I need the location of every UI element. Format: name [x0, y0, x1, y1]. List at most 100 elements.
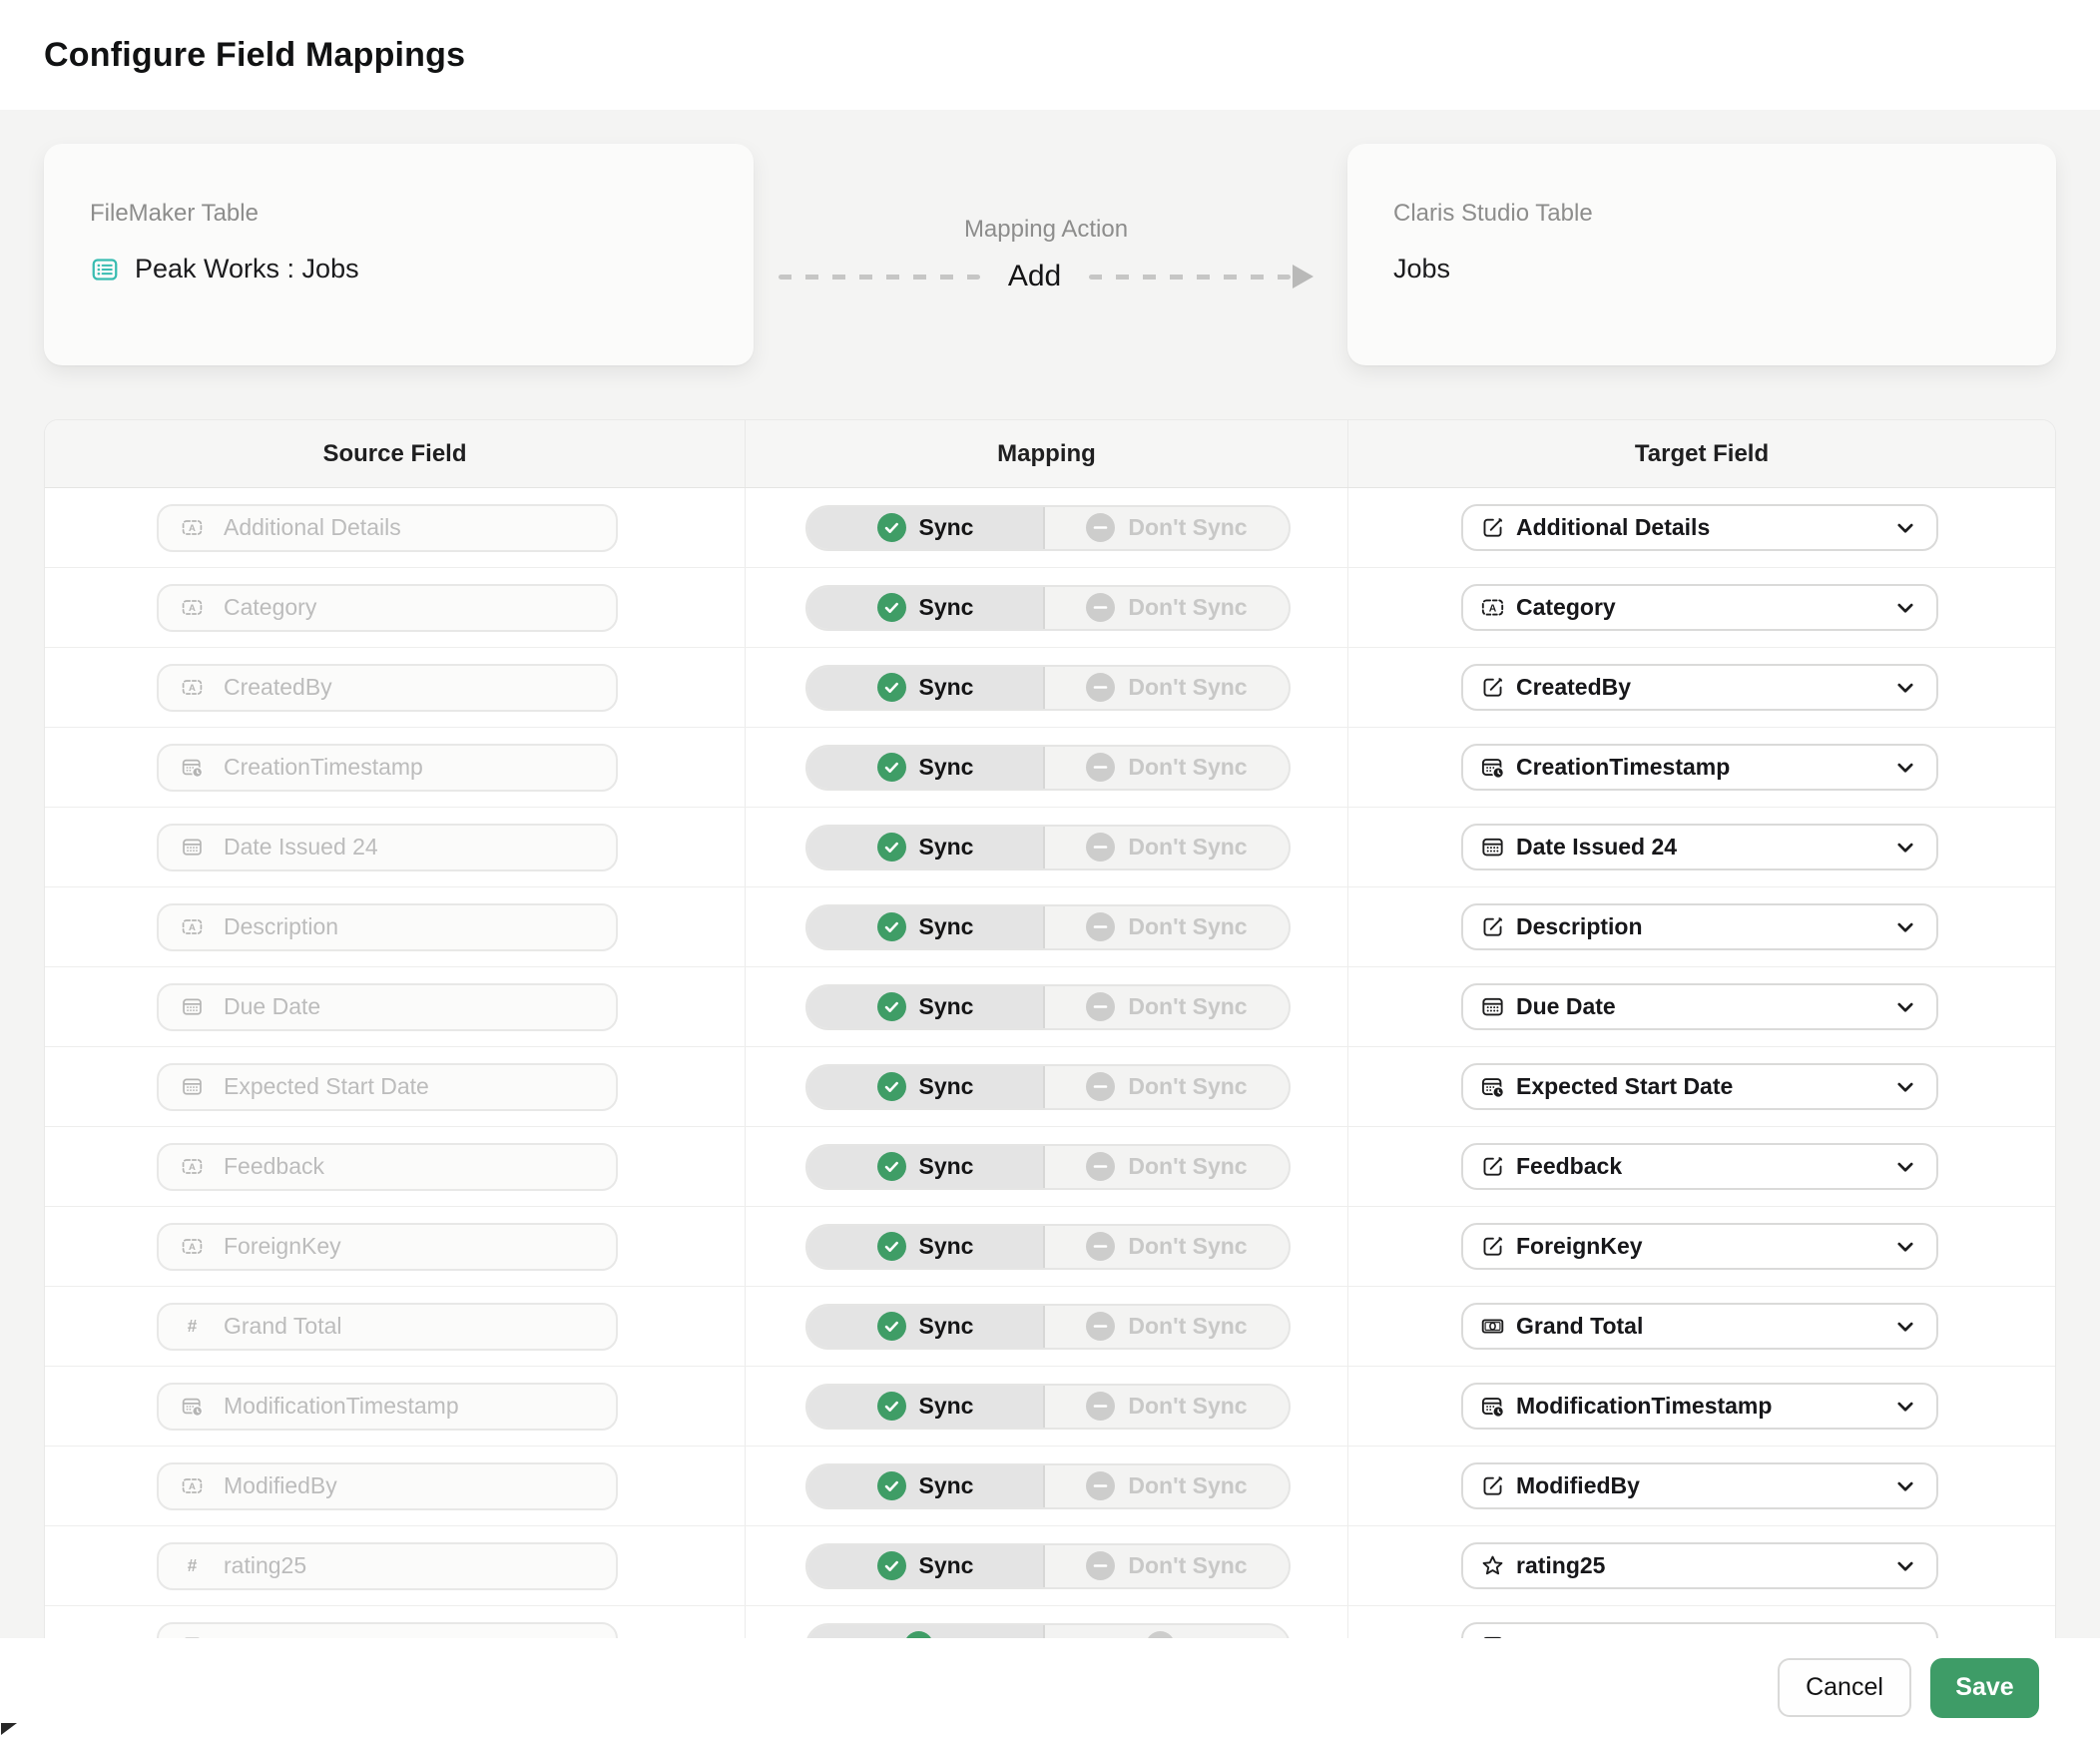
- dont-sync-option[interactable]: Don't Sync: [1045, 1544, 1289, 1587]
- target-field-select[interactable]: Feedback: [1461, 1143, 1938, 1190]
- check-circle-icon: [904, 1631, 933, 1638]
- sync-toggle: Sync Don't Sync: [805, 584, 1291, 631]
- dont-sync-option[interactable]: Don't Sync: [1045, 985, 1289, 1028]
- table-header-row: Source Field Mapping Target Field: [45, 420, 2055, 488]
- filemaker-table-name: Peak Works : Jobs: [135, 254, 359, 284]
- sync-option[interactable]: Sync: [807, 985, 1045, 1028]
- sync-option-label: Sync: [918, 754, 974, 780]
- dont-sync-option[interactable]: Don't Sync: [1045, 1225, 1289, 1268]
- table-row: A Category Sync Don't Sync A Category: [45, 568, 2055, 648]
- target-field-label: ModifiedBy: [1516, 1472, 1640, 1498]
- sync-option[interactable]: Sync: [807, 666, 1045, 709]
- check-circle-icon: [876, 753, 906, 782]
- sync-option-label: Sync: [918, 594, 974, 620]
- target-field-select[interactable]: CreatedBy: [1461, 664, 1938, 711]
- sync-toggle: [805, 1622, 1291, 1638]
- target-field-select[interactable]: Due Date: [1461, 983, 1938, 1030]
- target-field-select[interactable]: ForeignKey: [1461, 1223, 1938, 1270]
- dont-sync-option[interactable]: Don't Sync: [1045, 1464, 1289, 1507]
- dont-sync-option[interactable]: Don't Sync: [1045, 666, 1289, 709]
- table-row: A CreatedBy Sync Don't Sync CreatedBy: [45, 648, 2055, 728]
- sync-option[interactable]: Sync: [807, 1544, 1045, 1587]
- target-field-label: ForeignKey: [1516, 1233, 1643, 1259]
- dont-sync-option[interactable]: Don't Sync: [1045, 586, 1289, 629]
- sync-option[interactable]: Sync: [807, 1065, 1045, 1108]
- save-button[interactable]: Save: [1930, 1657, 2039, 1718]
- target-field-select[interactable]: CreationTimestamp: [1461, 744, 1938, 791]
- dont-sync-option[interactable]: Don't Sync: [1045, 826, 1289, 868]
- dont-sync-option[interactable]: Don't Sync: [1045, 1145, 1289, 1188]
- calendar-clock-icon: [1480, 755, 1505, 780]
- minus-circle-icon: [1086, 1551, 1116, 1580]
- number-icon: #: [181, 1554, 204, 1577]
- dont-sync-option[interactable]: Don't Sync: [1045, 1385, 1289, 1428]
- sync-option[interactable]: Sync: [807, 826, 1045, 868]
- table-row: A ForeignKey Sync Don't Sync ForeignKey: [45, 1207, 2055, 1287]
- source-field-label: Due Date: [224, 993, 321, 1019]
- column-header-source-field: Source Field: [45, 420, 746, 487]
- dont-sync-option[interactable]: Don't Sync: [1045, 506, 1289, 549]
- sync-option-label: Sync: [918, 674, 974, 700]
- target-field-select[interactable]: ModificationTimestamp: [1461, 1383, 1938, 1430]
- target-field-select[interactable]: Grand Total: [1461, 1303, 1938, 1350]
- sync-toggle: Sync Don't Sync: [805, 824, 1291, 870]
- target-field-label: CreationTimestamp: [1516, 754, 1731, 780]
- sync-option[interactable]: [807, 1624, 1045, 1638]
- sync-option[interactable]: Sync: [807, 586, 1045, 629]
- sync-option[interactable]: Sync: [807, 1385, 1045, 1428]
- target-field-label: ModificationTimestamp: [1516, 1393, 1773, 1419]
- target-field-label: CreatedBy: [1516, 674, 1632, 700]
- sync-toggle: Sync Don't Sync: [805, 744, 1291, 791]
- check-circle-icon: [876, 1232, 906, 1261]
- table-row: A Additional Details Sync Don't Sync Add…: [45, 488, 2055, 568]
- dashed-line-left: [779, 274, 980, 280]
- text-field-icon: A: [181, 1474, 204, 1497]
- minus-circle-icon: [1086, 833, 1116, 862]
- mapping-table-body: A Additional Details Sync Don't Sync Add…: [45, 488, 2055, 1638]
- sync-option[interactable]: Sync: [807, 905, 1045, 948]
- calendar-icon: [181, 1075, 204, 1098]
- number-icon: #: [181, 1315, 204, 1338]
- sync-option[interactable]: Sync: [807, 1225, 1045, 1268]
- dont-sync-option[interactable]: [1045, 1624, 1289, 1638]
- dont-sync-option[interactable]: Don't Sync: [1045, 746, 1289, 789]
- cancel-button[interactable]: Cancel: [1778, 1658, 1911, 1717]
- target-field-select[interactable]: Date Issued 24: [1461, 824, 1938, 870]
- target-field-label: Due Date: [1516, 993, 1616, 1019]
- source-field-pill: A ForeignKey: [157, 1222, 618, 1271]
- calendar-icon: [1480, 994, 1505, 1019]
- dont-sync-option-label: Don't Sync: [1128, 1073, 1248, 1099]
- target-field-select[interactable]: [1461, 1622, 1938, 1638]
- target-field-select[interactable]: rating25: [1461, 1542, 1938, 1589]
- svg-text:A: A: [189, 683, 196, 694]
- source-field-label: Additional Details: [224, 514, 401, 540]
- target-field-select[interactable]: A Category: [1461, 584, 1938, 631]
- sync-toggle: Sync Don't Sync: [805, 1383, 1291, 1430]
- table-row: ModificationTimestamp Sync Don't Sync Mo…: [45, 1367, 2055, 1447]
- dont-sync-option[interactable]: Don't Sync: [1045, 1305, 1289, 1348]
- calendar-clock-icon: [1480, 1074, 1505, 1099]
- sync-option[interactable]: Sync: [807, 746, 1045, 789]
- edit-icon: [1480, 675, 1505, 700]
- chevron-down-icon: [1892, 675, 1918, 701]
- sync-option[interactable]: Sync: [807, 1305, 1045, 1348]
- sync-option-label: Sync: [918, 1073, 974, 1099]
- source-field-label: Expected Start Date: [224, 1073, 429, 1099]
- target-field-select[interactable]: Additional Details: [1461, 504, 1938, 551]
- target-field-select[interactable]: ModifiedBy: [1461, 1462, 1938, 1509]
- source-field-label: CreatedBy: [224, 674, 332, 700]
- dont-sync-option[interactable]: Don't Sync: [1045, 1065, 1289, 1108]
- sync-option[interactable]: Sync: [807, 1464, 1045, 1507]
- dont-sync-option[interactable]: Don't Sync: [1045, 905, 1289, 948]
- calendar-clock-icon: [1480, 1394, 1505, 1419]
- target-field-select[interactable]: Expected Start Date: [1461, 1063, 1938, 1110]
- claris-studio-table-value: Jobs: [1393, 254, 2010, 285]
- source-field-pill: [157, 1621, 618, 1638]
- field-mapping-table: Source Field Mapping Target Field A Addi…: [44, 419, 2056, 1638]
- sync-toggle: Sync Don't Sync: [805, 1542, 1291, 1589]
- sync-option[interactable]: Sync: [807, 506, 1045, 549]
- target-field-select[interactable]: Description: [1461, 903, 1938, 950]
- column-header-target-field: Target Field: [1634, 439, 1770, 467]
- sync-option[interactable]: Sync: [807, 1145, 1045, 1188]
- svg-text:A: A: [189, 523, 196, 534]
